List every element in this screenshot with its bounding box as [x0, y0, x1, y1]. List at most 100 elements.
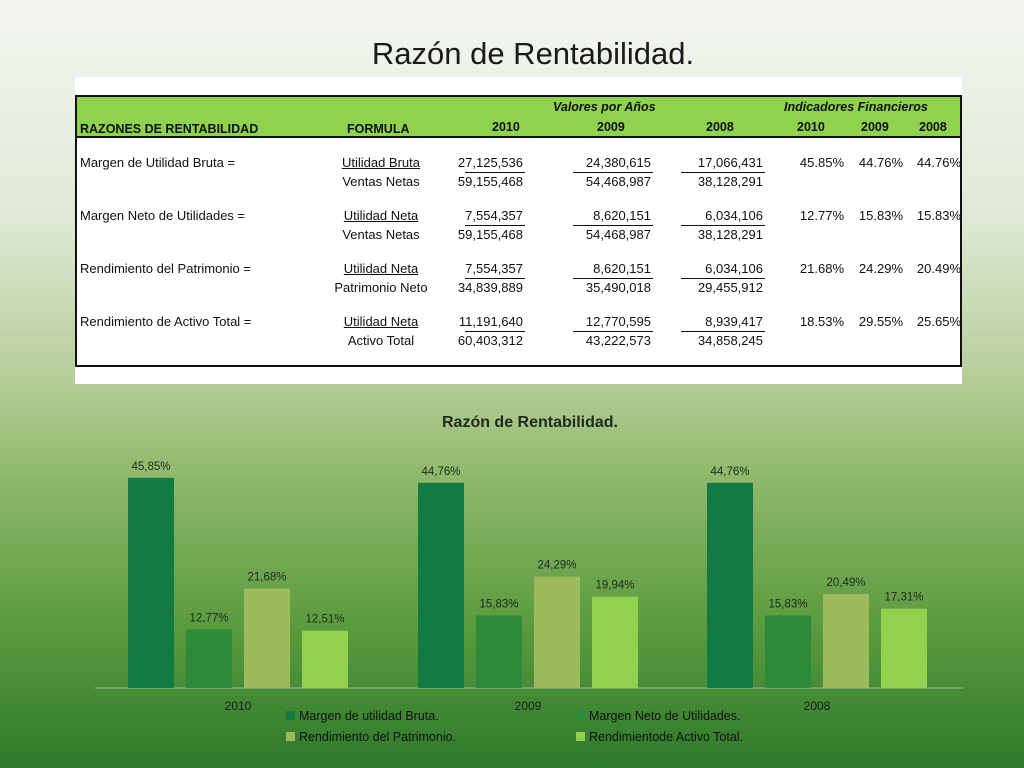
- data-label: 17,31%: [884, 592, 923, 604]
- legend-label: Margen Neto de Utilidades.: [589, 709, 740, 723]
- fraction-line: [573, 331, 653, 332]
- legend-swatch: [286, 711, 295, 720]
- indicator-value: 15.83%: [916, 208, 961, 223]
- indicator-value: 25.65%: [916, 314, 961, 329]
- fraction-line: [465, 278, 525, 279]
- financial-table: Valores por Años Indicadores Financieros…: [75, 95, 962, 367]
- numerator-value: 6,034,106: [705, 261, 763, 276]
- data-label: 15,83%: [479, 598, 518, 610]
- legend-label: Rendimiento del Patrimonio.: [299, 730, 456, 744]
- formula-numerator: Utilidad Neta: [343, 208, 419, 223]
- x-tick-label: 2010: [225, 699, 252, 713]
- indicator-value: 29.55%: [858, 314, 903, 329]
- numerator-value: 27,125,536: [457, 155, 523, 170]
- formula-numerator: Utilidad Bruta: [341, 155, 421, 170]
- indicator-value: 45.85%: [799, 155, 844, 170]
- header-ind-2009: 2009: [861, 120, 889, 134]
- numerator-value: 6,034,106: [705, 208, 763, 223]
- denominator-value: 60,403,312: [457, 333, 523, 348]
- data-label: 20,49%: [826, 577, 865, 589]
- header-formula: FORMULA: [347, 122, 410, 136]
- data-label: 44,76%: [710, 466, 749, 478]
- data-label: 19,94%: [595, 580, 634, 592]
- denominator-value: 43,222,573: [585, 333, 651, 348]
- denominator-value: 54,468,987: [585, 227, 651, 242]
- header-razones: RAZONES DE RENTABILIDAD: [80, 122, 259, 136]
- ratio-name: Margen de Utilidad Bruta =: [80, 155, 236, 170]
- numerator-value: 7,554,357: [465, 261, 523, 276]
- data-label: 45,85%: [131, 461, 170, 473]
- denominator-value: 59,155,468: [457, 174, 523, 189]
- data-label: 12,77%: [189, 612, 228, 624]
- table-header: Valores por Años Indicadores Financieros…: [77, 97, 960, 138]
- legend-label: Margen de utilidad Bruta.: [299, 709, 439, 723]
- fraction-line: [681, 225, 765, 226]
- indicator-value: 44.76%: [858, 155, 903, 170]
- legend-swatch: [576, 732, 585, 741]
- data-label: 12,51%: [305, 614, 344, 626]
- bar: [592, 596, 638, 688]
- numerator-value: 12,770,595: [585, 314, 651, 329]
- numerator-value: 8,939,417: [705, 314, 763, 329]
- header-ind-2008: 2008: [919, 120, 947, 134]
- formula-numerator: Utilidad Neta: [343, 261, 419, 276]
- legend-label: Rendimientode Activo Total.: [589, 730, 743, 744]
- fraction-line: [681, 278, 765, 279]
- bar: [765, 615, 811, 688]
- header-group-values: Valores por Años: [553, 100, 656, 114]
- formula-denominator: Activo Total: [347, 333, 415, 348]
- header-year-2009: 2009: [597, 120, 625, 134]
- indicator-value: 44.76%: [916, 155, 961, 170]
- formula-denominator: Patrimonio Neto: [334, 280, 428, 295]
- data-label: 24,29%: [537, 560, 576, 572]
- legend-swatch: [576, 711, 585, 720]
- numerator-value: 17,066,431: [697, 155, 763, 170]
- indicator-value: 12.77%: [799, 208, 844, 223]
- indicator-value: 20.49%: [916, 261, 961, 276]
- fraction-line: [465, 172, 525, 173]
- denominator-value: 38,128,291: [697, 174, 763, 189]
- ratio-name: Rendimiento del Patrimonio =: [80, 261, 251, 276]
- denominator-value: 29,455,912: [697, 280, 763, 295]
- x-tick-label: 2008: [804, 699, 831, 713]
- ratio-name: Margen Neto de Utilidades =: [80, 208, 246, 223]
- legend-swatch: [286, 732, 295, 741]
- fraction-line: [573, 278, 653, 279]
- indicator-value: 21.68%: [799, 261, 844, 276]
- numerator-value: 8,620,151: [593, 261, 651, 276]
- denominator-value: 34,858,245: [697, 333, 763, 348]
- fraction-line: [573, 225, 653, 226]
- denominator-value: 59,155,468: [457, 227, 523, 242]
- header-year-2010: 2010: [492, 120, 520, 134]
- numerator-value: 11,191,640: [458, 314, 523, 329]
- numerator-value: 8,620,151: [593, 208, 651, 223]
- header-ind-2010: 2010: [797, 120, 825, 134]
- bar: [823, 594, 869, 688]
- fraction-line: [465, 331, 525, 332]
- bar: [534, 576, 580, 688]
- denominator-value: 34,839,889: [457, 280, 523, 295]
- bar: [186, 629, 232, 688]
- indicator-value: 15.83%: [858, 208, 903, 223]
- slide-title: Razón de Rentabilidad.: [371, 36, 695, 71]
- data-label: 44,76%: [421, 466, 460, 478]
- indicator-value: 24.29%: [858, 261, 903, 276]
- fraction-line: [681, 331, 765, 332]
- indicator-value: 18.53%: [799, 314, 844, 329]
- bar: [418, 482, 464, 688]
- bar: [244, 588, 290, 688]
- bar: [881, 608, 927, 688]
- ratio-name: Rendimiento de Activo Total =: [80, 314, 252, 329]
- fraction-line: [465, 225, 525, 226]
- fraction-line: [573, 172, 653, 173]
- numerator-value: 24,380,615: [585, 155, 651, 170]
- formula-denominator: Ventas Netas: [342, 227, 420, 242]
- formula-numerator: Utilidad Neta: [343, 314, 419, 329]
- table-panel: Valores por Años Indicadores Financieros…: [75, 77, 962, 384]
- bar: [707, 482, 753, 688]
- numerator-value: 7,554,357: [465, 208, 523, 223]
- x-tick-label: 2009: [515, 699, 542, 713]
- header-year-2008: 2008: [706, 120, 734, 134]
- bar-chart: 45,85% 12,77% 21,68% 12,51% 2010 44,76% 15,83%…: [95, 461, 963, 744]
- data-label: 15,83%: [768, 598, 807, 610]
